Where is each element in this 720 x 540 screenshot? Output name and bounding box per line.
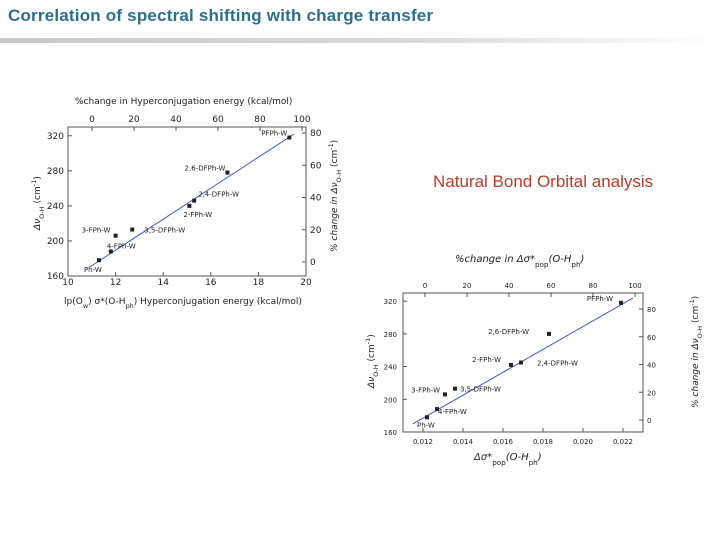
data-point: [192, 198, 197, 203]
point-label: PFPh-W: [587, 295, 613, 303]
data-point: [443, 392, 447, 397]
data-point: [113, 233, 118, 238]
right-axis-label: % change in ΔνO-H (cm-1): [327, 140, 343, 252]
x-tick-label: 0.022: [613, 438, 633, 446]
point-label: 3,5-DFPh-W: [460, 386, 501, 394]
y-tick-label: 320: [47, 132, 64, 142]
right-tick-label: 80: [310, 129, 322, 139]
x-tick-label: 0.020: [573, 438, 593, 446]
data-point: [187, 203, 192, 208]
y-tick-label: 160: [384, 429, 397, 437]
x-tick-label: 0.016: [493, 438, 514, 446]
point-label: 2-FPh-W: [183, 211, 212, 219]
point-label: 3-FPh-W: [82, 227, 111, 235]
x-tick-label: 14: [157, 278, 169, 288]
data-point: [96, 258, 101, 263]
x-tick-label: 0.012: [413, 438, 433, 446]
x-tick-label: 16: [205, 278, 217, 288]
y-tick-label: 240: [384, 364, 397, 372]
top-tick-label: 60: [212, 115, 224, 125]
left-axis-label: ΔνO-H (cm-1): [30, 176, 46, 231]
point-label: 2,6-DFPh-W: [185, 165, 226, 173]
x-tick-label: 0.018: [533, 438, 553, 446]
data-point: [425, 415, 429, 420]
top-tick-label: 20: [128, 115, 140, 125]
fit-line: [89, 133, 295, 268]
page-title: Correlation of spectral shifting with ch…: [8, 6, 434, 25]
y-tick-label: 280: [384, 331, 397, 339]
right-chart: 0.012 0.014 0.016 0.018 0.020 0.0221602002402…: [364, 254, 704, 467]
top-axis-label: %change in Hyperconjugation energy (kcal…: [75, 97, 292, 107]
right-tick-label: 0: [647, 417, 651, 425]
right-tick-label: 60: [310, 161, 322, 171]
x-tick-label: 20: [300, 278, 312, 288]
x-tick-label: 0.014: [453, 438, 474, 446]
top-tick-label: 40: [505, 282, 514, 290]
data-point: [509, 362, 513, 367]
x-tick-label: 10: [62, 278, 74, 288]
bottom-axis-label: lp(Ow) σ*(O-Hph) Hyperconjugation energy…: [64, 297, 302, 310]
x-tick-label: 18: [253, 278, 265, 288]
right-tick-label: 40: [647, 362, 656, 370]
right-tick-label: 40: [310, 194, 322, 204]
point-label: 3-FPh-W: [411, 386, 440, 394]
top-tick-label: 80: [589, 282, 598, 290]
point-label: PFPh-W: [261, 130, 287, 138]
data-point: [287, 135, 292, 140]
x-tick-label: 12: [110, 278, 121, 288]
point-label: 3,5-DFPh-W: [144, 227, 185, 235]
y-tick-label: 240: [47, 202, 64, 212]
right-tick-label: 60: [647, 334, 656, 342]
right-tick-label: 20: [647, 389, 656, 397]
top-tick-label: 60: [547, 282, 556, 290]
y-tick-label: 200: [47, 237, 64, 247]
y-tick-label: 320: [384, 298, 397, 306]
point-label: 2,4-DFPh-W: [198, 191, 239, 199]
data-point: [519, 360, 523, 365]
bottom-axis-label: Δσ*pop(O-Hph): [473, 452, 542, 467]
top-axis-label: %change in Δσ*pop(O-Hph): [455, 254, 584, 269]
y-tick-label: 280: [47, 167, 64, 177]
top-tick-label: 100: [628, 282, 641, 290]
y-tick-label: 160: [47, 272, 64, 282]
nbo-callout: Natural Bond Orbital analysis: [433, 172, 654, 191]
top-tick-label: 100: [293, 115, 310, 125]
right-tick-label: 20: [310, 226, 322, 236]
right-tick-label: 80: [647, 306, 656, 314]
plot-frame: [402, 292, 644, 433]
point-label: Ph-W: [417, 421, 435, 429]
point-label: 4-FPh-W: [438, 408, 467, 416]
right-axis-label: % change in ΔνO-H (cm-1): [688, 296, 704, 408]
top-tick-label: 0: [89, 115, 95, 125]
data-point: [130, 227, 135, 232]
data-point: [435, 407, 439, 412]
point-label: 2-FPh-W: [472, 356, 501, 364]
data-point: [108, 249, 113, 254]
left-axis-label: ΔνO-H (cm-1): [364, 334, 380, 389]
point-label: Ph-W: [84, 266, 102, 274]
point-label: 2,4-DFPh-W: [537, 360, 578, 368]
point-label: 4-FPh-W: [107, 242, 136, 250]
top-tick-label: 40: [170, 115, 182, 125]
top-tick-label: 80: [254, 115, 266, 125]
y-tick-label: 200: [384, 396, 397, 404]
data-point: [453, 386, 457, 391]
top-tick-label: 0: [423, 282, 427, 290]
plot-frame: [67, 126, 307, 277]
top-tick-label: 20: [463, 282, 472, 290]
right-tick-label: 0: [310, 258, 316, 268]
data-point: [619, 300, 623, 305]
data-point: [225, 170, 230, 175]
point-label: 2,6-DFPh-W: [488, 328, 529, 336]
title-divider: [0, 38, 720, 43]
data-point: [547, 331, 551, 336]
